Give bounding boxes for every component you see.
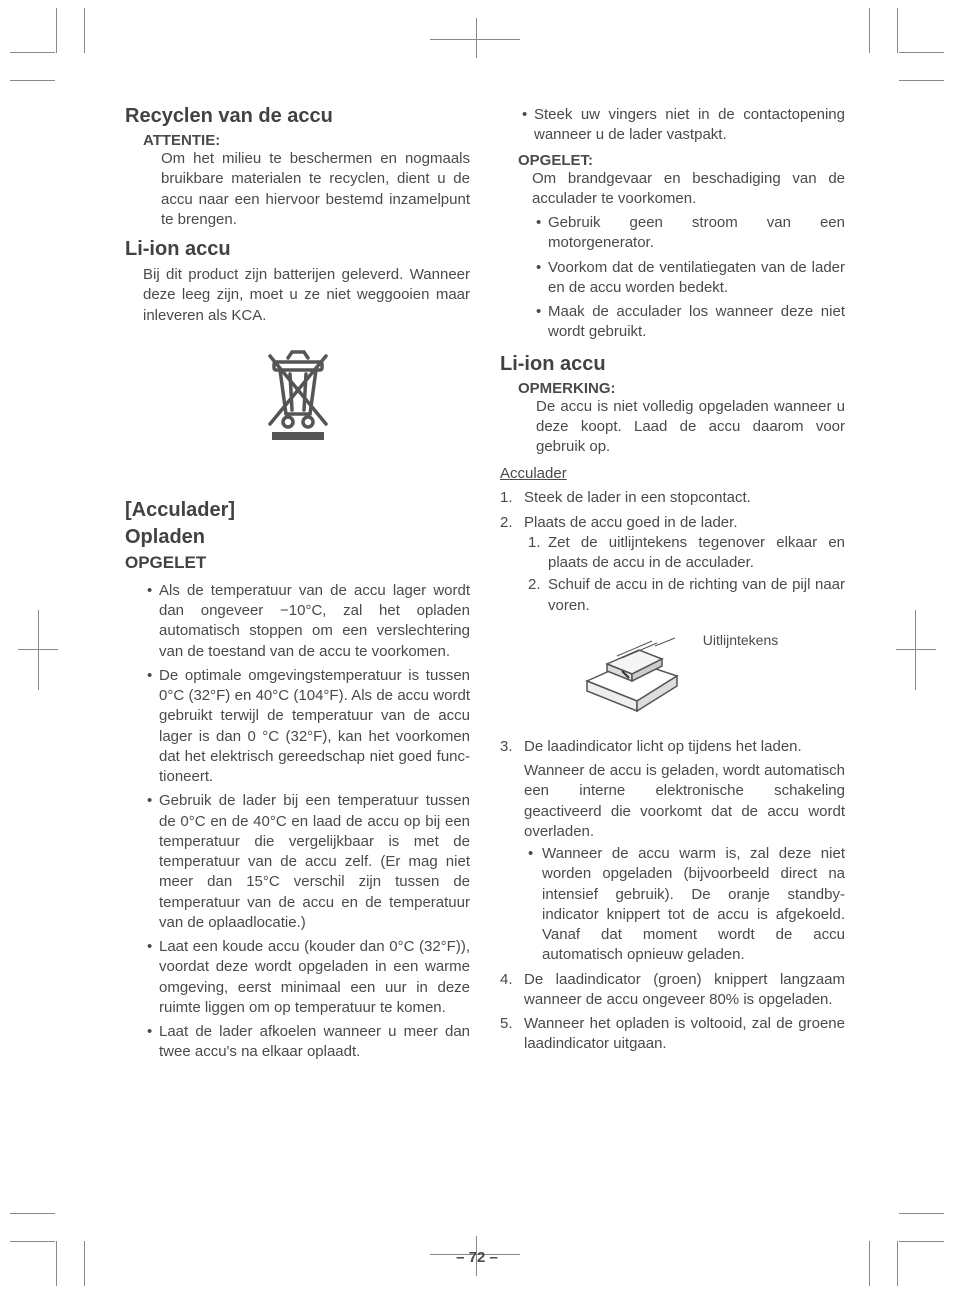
crop-mark <box>897 8 898 53</box>
substep: 2.Schuif de accu in de richting van de p… <box>528 575 845 616</box>
heading-liion-right: Li-ion accu <box>500 353 845 376</box>
crop-mark <box>10 1213 55 1214</box>
step-1: 1.Steek de lader in een stopcontact. <box>500 488 845 508</box>
crop-mark <box>899 80 944 81</box>
substep: 1.Zet de uitlijntekens tegenover elkaar … <box>528 533 845 574</box>
crop-mark <box>869 8 870 53</box>
heading-acculader: [Acculader] <box>125 499 470 522</box>
step-text: Steek de lader in een stopcontact. <box>524 489 751 506</box>
step-text: De laadindicator licht op tijdens het la… <box>524 738 802 755</box>
step-text: De laadindicator (groen) knippert langza… <box>524 971 845 1008</box>
step-2: 2.Plaats de accu goed in de lader. 1.Zet… <box>500 513 845 616</box>
text-liion: Bij dit product zijn batterijen geleverd… <box>143 265 470 326</box>
bullet-item: Als de temperatuur van de accu lager wor… <box>147 581 470 662</box>
label-opgelet: OPGELET: <box>518 152 845 169</box>
figure-label: Uitlijntekens <box>703 632 778 648</box>
crop-mark <box>899 1241 944 1242</box>
text-opmerking: De accu is niet volledig opgeladen wanne… <box>536 397 845 458</box>
bullet-item: Voorkom dat de ventilatiegaten van de la… <box>536 258 845 299</box>
crop-mark <box>899 1213 944 1214</box>
opgelet-bullets: Als de temperatuur van de accu lager wor… <box>147 581 470 1063</box>
bullet-item: Laat een koude accu (kouder dan 0°C (32°… <box>147 937 470 1018</box>
bullet-item: De optimale omgevingstemperatuur is tuss… <box>147 666 470 788</box>
crop-mark <box>18 649 58 650</box>
page-content: Recyclen van de accu ATTENTIE: Om het mi… <box>125 105 845 1067</box>
bullet-item: Wanneer de accu warm is, zal deze niet w… <box>528 844 845 966</box>
text-opgelet: Om brandgevaar en beschadiging van de ac… <box>532 169 845 210</box>
weee-icon <box>125 344 470 449</box>
heading-opgelet: OPGELET <box>125 553 470 573</box>
crop-mark <box>430 39 520 40</box>
top-bullet-list: Steek uw vingers niet in de contact­open… <box>522 105 845 146</box>
heading-liion: Li-ion accu <box>125 238 470 261</box>
crop-mark <box>10 80 55 81</box>
crop-mark <box>38 610 39 690</box>
step-5: 5.Wanneer het opladen is voltooid, zal d… <box>500 1014 845 1055</box>
charger-figure: Uitlijntekens <box>500 626 845 721</box>
heading-opladen: Opladen <box>125 526 470 549</box>
crop-mark <box>56 8 57 53</box>
page-number: – 72 – <box>0 1249 954 1266</box>
steps-list-cont: 3. De laadindicator licht op tijdens het… <box>500 737 845 1055</box>
heading-recycle: Recyclen van de accu <box>125 105 470 128</box>
step-text-b: Wanneer de accu is geladen, wordt automa… <box>524 761 845 842</box>
step-4: 4.De laadindicator (groen) knippert lang… <box>500 970 845 1011</box>
steps-list: 1.Steek de lader in een stopcontact. 2.P… <box>500 488 845 616</box>
opgelet-sub-bullets: Gebruik geen stroom van een motorgenerat… <box>536 213 845 343</box>
label-acculader: Acculader <box>500 465 845 482</box>
step-text: Plaats de accu goed in de lader. <box>524 514 738 531</box>
crop-mark <box>899 52 944 53</box>
step-text: Wanneer het opladen is voltooid, zal de … <box>524 1015 845 1052</box>
bullet-item: Gebruik geen stroom van een motorgenerat… <box>536 213 845 254</box>
crop-mark <box>896 649 936 650</box>
crop-mark <box>915 610 916 690</box>
right-column: Steek uw vingers niet in de contact­open… <box>500 105 845 1067</box>
bullet-item: Laat de lader afkoelen wanneer u meer da… <box>147 1022 470 1063</box>
crop-mark <box>84 8 85 53</box>
substep-text: Schuif de accu in de richting van de pij… <box>548 576 845 613</box>
label-opmerking: OPMERKING: <box>518 380 845 397</box>
crop-mark <box>10 1241 55 1242</box>
step-3: 3. De laadindicator licht op tijdens het… <box>500 737 845 966</box>
bullet-item: Maak de acculader los wanneer deze niet … <box>536 302 845 343</box>
left-column: Recyclen van de accu ATTENTIE: Om het mi… <box>125 105 470 1067</box>
label-attentie: ATTENTIE: <box>143 132 470 149</box>
text-attentie: Om het milieu te beschermen en nogmaals … <box>161 149 470 230</box>
bullet-item: Steek uw vingers niet in de contact­open… <box>522 105 845 146</box>
bullet-item: Gebruik de lader bij een temperatuur tus… <box>147 791 470 933</box>
substep-text: Zet de uitlijntekens tegenover elkaar en… <box>548 534 845 571</box>
crop-mark <box>10 52 55 53</box>
crop-mark <box>476 18 477 58</box>
